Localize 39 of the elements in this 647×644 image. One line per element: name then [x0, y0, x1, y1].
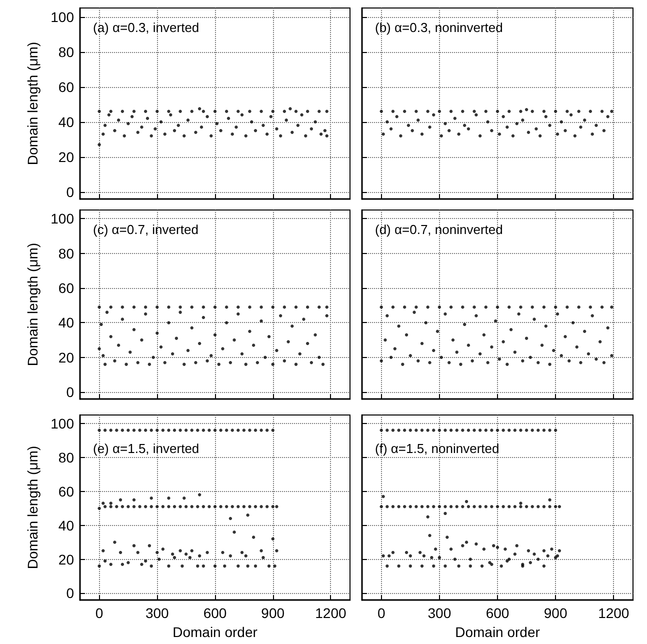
y-tick-label: 80: [58, 44, 74, 60]
y-axis-title: Domain length (μm): [24, 242, 41, 366]
text: (c) α=0.7, inverted: [93, 222, 198, 237]
y-axis-title: Domain length (μm): [24, 42, 41, 166]
x-tick-label: 0: [377, 605, 386, 621]
y-tick-label: 40: [58, 314, 74, 331]
y-tick-label: 60: [58, 483, 74, 500]
x-tick-label: 600: [203, 605, 227, 621]
y-tick-label: 100: [50, 8, 74, 25]
x-tick-label: 300: [428, 605, 452, 621]
y-tick-label: 20: [58, 551, 74, 568]
y-axis-title: Domain length (μm): [24, 446, 41, 570]
x-tick-label: 300: [145, 605, 170, 621]
y-tick-label: 20: [58, 349, 74, 366]
x-tick-label: 0: [95, 605, 104, 621]
x-tick-label: 900: [544, 605, 568, 621]
y-tick-label: 80: [58, 449, 74, 466]
x-tick-label: 1200: [315, 605, 346, 621]
y-tick-label: 40: [58, 517, 74, 534]
text: (a) α=0.3, inverted: [93, 20, 200, 35]
y-tick-label: 100: [50, 415, 74, 432]
y-tick-label: 0: [66, 184, 74, 200]
y-tick-label: 60: [58, 78, 74, 95]
y-tick-label: 100: [50, 210, 74, 227]
text: (e) α=1.5, inverted: [93, 441, 200, 456]
y-tick-label: 40: [58, 114, 74, 130]
x-axis-title: Domain order: [172, 624, 258, 640]
x-tick-label: 900: [261, 605, 285, 621]
x-tick-label: 1200: [598, 605, 630, 621]
y-tick-label: 60: [58, 280, 74, 296]
y-tick-label: 80: [58, 245, 74, 262]
y-tick-label: 0: [66, 585, 74, 602]
text: (b) α=0.3, noninverted: [375, 20, 503, 35]
x-axis-title: Domain order: [455, 624, 540, 640]
text: (f) α=1.5, noninverted: [375, 441, 500, 456]
y-tick-label: 0: [66, 384, 74, 400]
text: (d) α=0.7, noninverted: [375, 222, 503, 237]
x-tick-label: 600: [486, 605, 510, 621]
y-tick-label: 20: [58, 148, 74, 165]
